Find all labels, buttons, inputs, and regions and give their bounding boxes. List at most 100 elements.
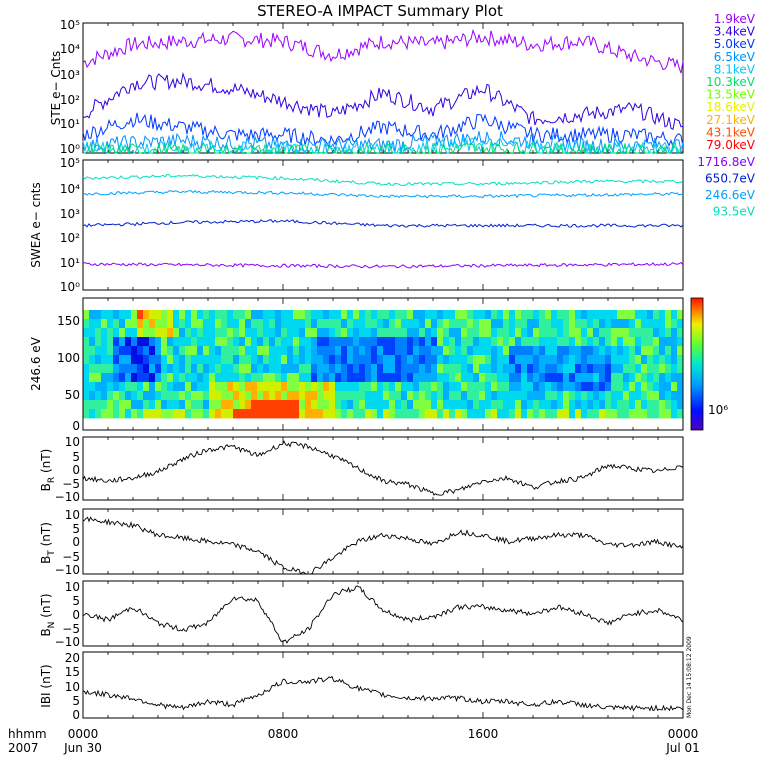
heatmap-cell [119,355,126,365]
heatmap-cell [359,373,366,383]
heatmap-cell [581,409,588,419]
heatmap-cell [299,382,306,392]
heatmap-cell [569,337,576,347]
heatmap-cell [395,337,402,347]
heatmap-cell [299,328,306,338]
heatmap-cell [395,409,402,419]
heatmap-cell [623,391,630,401]
heatmap-cell [173,310,180,320]
heatmap-cell [593,328,600,338]
heatmap-cell [659,400,666,410]
heatmap-cell [149,337,156,347]
heatmap-cell [599,400,606,410]
heatmap-cell [245,355,252,365]
heatmap-cell [155,337,162,347]
heatmap-cell [569,319,576,329]
heatmap-cell [563,382,570,392]
ste-panel-frame [82,22,684,154]
heatmap-cell [197,328,204,338]
heatmap-cell [233,328,240,338]
heatmap-cell [575,382,582,392]
heatmap-cell [623,364,630,374]
heatmap-cell [137,364,144,374]
heatmap-cell [197,400,204,410]
heatmap-cell [329,400,336,410]
heatmap-cell [641,373,648,383]
heatmap-cell [653,319,660,329]
heatmap-cell [677,409,684,419]
heatmap-cell [197,382,204,392]
heatmap-cell [347,337,354,347]
br-axis-label-unit: (nT) [39,449,53,477]
heatmap-cell [557,400,564,410]
heatmap-cell [245,373,252,383]
heatmap-cell [473,400,480,410]
heatmap-cell [383,364,390,374]
heatmap-cell [329,355,336,365]
heatmap-cell [119,373,126,383]
heatmap-cell [629,391,636,401]
heatmap-cell [461,382,468,392]
heatmap-cell [533,328,540,338]
heatmap-cell [593,337,600,347]
heatmap-cell [245,382,252,392]
heatmap-cell [221,355,228,365]
heatmap-cell [407,355,414,365]
ste-legend-item: 5.0keV [714,37,756,51]
heatmap-cell [479,409,486,419]
heatmap-cell [641,346,648,356]
heatmap-cell [137,373,144,383]
heatmap-cell [557,391,564,401]
heatmap-cell [635,409,642,419]
heatmap-cell [269,337,276,347]
heatmap-cell [527,355,534,365]
heatmap-cell [311,400,318,410]
heatmap-cell [509,355,516,365]
heatmap-cell [563,355,570,365]
heatmap-cell [575,310,582,320]
heatmap-cell [419,319,426,329]
heatmap-cell [491,310,498,320]
heatmap-cell [563,364,570,374]
heatmap-cell [623,400,630,410]
heatmap-cell [401,373,408,383]
heatmap-cell [233,319,240,329]
heatmap-cell [677,328,684,338]
heatmap-cell [203,328,210,338]
heatmap-cell [413,409,420,419]
heatmap-cell [425,328,432,338]
heatmap-cell [377,382,384,392]
heatmap-cell [557,310,564,320]
heatmap-cell [515,346,522,356]
heatmap-cell [539,391,546,401]
heatmap-cell [107,409,114,419]
heatmap-cell [515,409,522,419]
heatmap-cell [677,346,684,356]
heatmap-cell [251,355,258,365]
heatmap-cell [185,355,192,365]
heatmap-cell [491,382,498,392]
heatmap-cell [389,337,396,347]
heatmap-cell [191,346,198,356]
heatmap-cell [677,355,684,365]
heatmap-cell [437,310,444,320]
heatmap-cell [101,310,108,320]
heatmap-cell [473,319,480,329]
heatmap-cell [503,382,510,392]
heatmap-cell [275,391,282,401]
heatmap-cell [113,319,120,329]
heatmap-cell [311,391,318,401]
swea-yticks: 10⁰ 10¹ 10² 10³ 10⁴ 10⁵ [60,156,80,294]
heatmap-cell [389,373,396,383]
ste-axis-label: STE e− Cnts [49,51,63,126]
heatmap-cell [653,373,660,383]
heatmap-cell [353,400,360,410]
heatmap-cell [587,346,594,356]
b-series [82,675,684,712]
heatmap-cell [491,328,498,338]
bn-panel-frame [82,580,684,647]
heatmap-cell [311,364,318,374]
heatmap-cell [443,391,450,401]
heatmap-cell [353,319,360,329]
heatmap-cell [557,373,564,383]
